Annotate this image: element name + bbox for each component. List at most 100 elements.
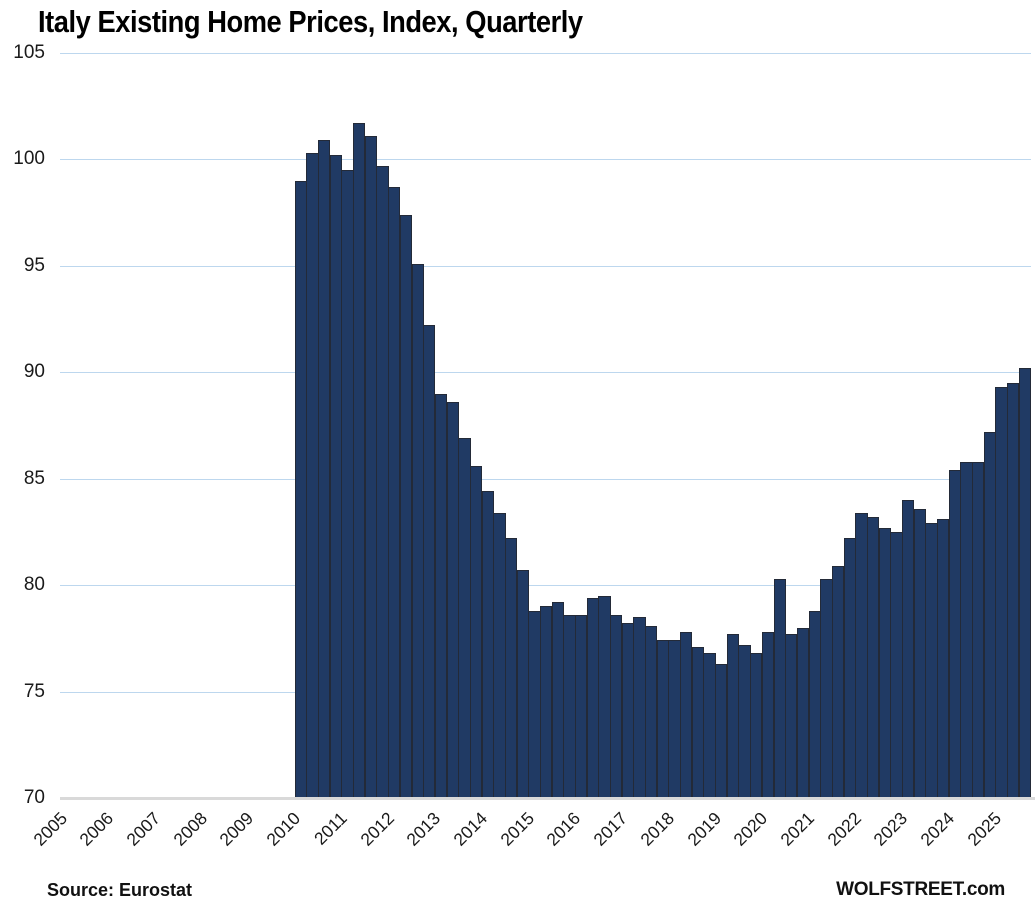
x-tick-2018: 2018	[636, 808, 678, 850]
bar-2024-Q2	[960, 461, 973, 799]
x-tick-2005: 2005	[28, 808, 71, 850]
gridline-95	[60, 265, 1031, 267]
gridline-90	[60, 372, 1031, 374]
y-tick-80: 80	[23, 574, 45, 596]
bar-2011-Q1	[341, 170, 354, 799]
gridline-100	[60, 159, 1031, 161]
bar-2021-Q3	[831, 565, 845, 799]
y-tick-105: 105	[13, 42, 45, 63]
bar-2010-Q3	[318, 140, 331, 799]
bar-2015-Q4	[563, 614, 576, 799]
bar-2022-Q4	[890, 531, 903, 799]
bar-2025-Q2	[1007, 382, 1020, 799]
bar-2014-Q1	[481, 491, 494, 799]
bar-2012-Q2	[399, 214, 413, 799]
y-tick-95: 95	[23, 254, 45, 276]
x-tick-2020: 2020	[729, 808, 772, 850]
bar-2011-Q3	[364, 136, 378, 799]
bar-2019-Q2	[726, 634, 740, 799]
gridline-105	[60, 53, 1031, 54]
bar-2015-Q2	[539, 606, 553, 799]
bar-2021-Q1	[808, 610, 821, 799]
bar-2012-Q1	[388, 187, 401, 799]
bar-2015-Q3	[551, 602, 564, 799]
bar-2023-Q2	[913, 508, 926, 799]
bar-2014-Q3	[504, 538, 518, 799]
x-tick-2016: 2016	[542, 808, 585, 850]
bar-2024-Q1	[948, 470, 961, 799]
bar-2018-Q2	[680, 631, 693, 799]
bar-2020-Q3	[785, 634, 798, 799]
y-tick-85: 85	[23, 467, 45, 489]
bar-2022-Q1	[855, 512, 868, 799]
bar-2025-Q3	[1018, 368, 1032, 799]
bar-2013-Q2	[446, 402, 459, 799]
gridline-80	[60, 585, 1031, 587]
bar-2012-Q3	[411, 263, 424, 799]
x-tick-2010: 2010	[262, 808, 305, 850]
x-tick-2006: 2006	[75, 808, 118, 850]
x-tick-2023: 2023	[869, 808, 912, 850]
bar-2020-Q1	[761, 631, 775, 799]
bar-2010-Q2	[306, 153, 319, 799]
bar-2022-Q2	[866, 517, 880, 799]
source-note: Source: Eurostat	[47, 880, 193, 900]
bar-2019-Q4	[750, 653, 763, 799]
x-tick-2017: 2017	[589, 808, 632, 850]
y-tick-75: 75	[23, 680, 45, 702]
bar-2014-Q4	[516, 570, 529, 799]
bar-2016-Q1	[575, 614, 588, 799]
bar-2017-Q2	[633, 617, 646, 799]
x-tick-2011: 2011	[310, 808, 351, 849]
x-tick-2015: 2015	[496, 808, 538, 850]
x-tick-2024: 2024	[916, 808, 959, 850]
bar-2018-Q1	[668, 640, 681, 799]
bar-2018-Q3	[691, 646, 705, 799]
x-tick-2007: 2007	[122, 808, 165, 850]
bar-2013-Q4	[469, 465, 483, 799]
bar-2011-Q4	[376, 165, 389, 799]
bar-2020-Q4	[796, 627, 810, 799]
bar-2020-Q2	[773, 578, 786, 799]
bar-2017-Q1	[621, 623, 634, 799]
bar-2015-Q1	[528, 610, 541, 799]
bar-2011-Q2	[353, 123, 366, 799]
bar-2017-Q3	[645, 625, 658, 799]
x-tick-2025: 2025	[963, 808, 1005, 850]
gridline-85	[60, 478, 1031, 480]
bar-2016-Q3	[598, 595, 611, 799]
bar-2017-Q4	[656, 640, 670, 799]
bar-2013-Q1	[434, 393, 448, 799]
bar-2022-Q3	[878, 527, 891, 799]
chart-title: Italy Existing Home Prices, Index, Quart…	[38, 4, 583, 39]
x-tick-2014: 2014	[449, 808, 492, 850]
x-tick-2008: 2008	[169, 808, 211, 850]
bar-2019-Q3	[738, 644, 751, 799]
x-axis-line	[60, 797, 1035, 800]
x-tick-2012: 2012	[355, 808, 398, 850]
brand-watermark: WOLFSTREET.com	[836, 879, 1005, 900]
plot-area	[60, 53, 1035, 800]
y-tick-90: 90	[23, 361, 45, 383]
x-tick-2013: 2013	[402, 808, 445, 850]
bar-2023-Q3	[925, 523, 938, 799]
bar-2021-Q4	[843, 538, 856, 799]
bar-2014-Q2	[493, 512, 506, 799]
bar-2024-Q4	[983, 431, 996, 799]
bar-2018-Q4	[703, 653, 716, 799]
bar-2023-Q4	[937, 519, 950, 799]
bar-2016-Q4	[610, 614, 623, 799]
x-tick-2019: 2019	[682, 808, 725, 850]
y-tick-100: 100	[13, 148, 45, 170]
bar-2016-Q2	[586, 597, 599, 799]
bar-2023-Q1	[901, 500, 915, 799]
x-tick-2022: 2022	[823, 808, 865, 850]
bar-2012-Q4	[423, 325, 436, 799]
bar-2019-Q1	[715, 663, 728, 799]
bar-2025-Q1	[995, 387, 1008, 799]
bar-2010-Q1	[294, 180, 308, 799]
x-tick-2021: 2021	[776, 808, 819, 850]
x-tick-2009: 2009	[215, 808, 258, 850]
y-tick-70: 70	[23, 787, 45, 808]
